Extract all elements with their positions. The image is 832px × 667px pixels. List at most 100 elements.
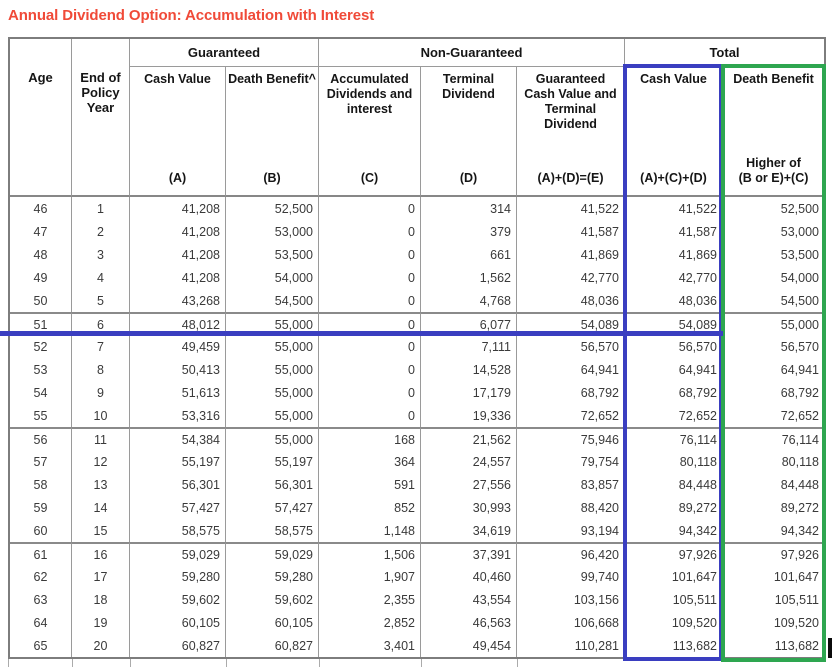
death-benefit-highlight-box — [721, 64, 826, 662]
cell: 55,000 — [226, 335, 319, 358]
cell: 103,156 — [517, 588, 625, 611]
cell: 75,946 — [517, 427, 625, 450]
cell: 89,272 — [780, 500, 819, 515]
cell: 53,500 — [780, 247, 819, 262]
cell: 63 — [10, 588, 72, 611]
cell: 1,562 — [421, 266, 517, 289]
cell: 55,000 — [226, 312, 319, 335]
cell: 99,740 — [517, 565, 625, 588]
col-header-formula: Higher of (B or E)+(C) — [738, 156, 809, 185]
cell: 20 — [72, 634, 130, 657]
group-header-total: Total — [625, 39, 824, 67]
cell: 109,520 — [773, 615, 819, 630]
cell: 56,570 — [517, 335, 625, 358]
cell: 48 — [10, 243, 72, 266]
cell: 4 — [72, 266, 130, 289]
cell: 55,197 — [130, 450, 226, 473]
cell: 2,852 — [319, 611, 421, 634]
cell: 54 — [10, 381, 72, 404]
cell: 3,401 — [319, 634, 421, 657]
cell: 80,118 — [781, 454, 819, 469]
cell: 6,077 — [421, 312, 517, 335]
row-highlight-line — [0, 331, 723, 336]
table-edge-stub — [421, 659, 422, 667]
cell: 52 — [10, 335, 72, 358]
cell: 59,029 — [130, 542, 226, 565]
cell: 49 — [10, 266, 72, 289]
table-edge-stub — [319, 659, 320, 667]
group-header-guaranteed: Guaranteed — [130, 39, 319, 67]
cell: 49,454 — [421, 634, 517, 657]
col-header-cash-value-a: Cash Value (A) — [130, 67, 226, 197]
col-header-label: Guaranteed Cash Value and Terminal Divid… — [524, 72, 617, 131]
cell: 48,036 — [517, 289, 625, 312]
cell: 55,000 — [226, 358, 319, 381]
cell: 64 — [10, 611, 72, 634]
col-header-terminal-dividend-d: Terminal Dividend (D) — [421, 67, 517, 197]
cell: 52,500 — [226, 197, 319, 220]
cursor-artifact — [828, 638, 832, 658]
cell: 65 — [10, 634, 72, 657]
cell: 41,208 — [130, 197, 226, 220]
cell: 55,000 — [226, 427, 319, 450]
cell: 17 — [72, 565, 130, 588]
cell: 51,613 — [130, 381, 226, 404]
cell: 58 — [10, 473, 72, 496]
cell: 0 — [319, 220, 421, 243]
cell: 0 — [319, 335, 421, 358]
cell: 50,413 — [130, 358, 226, 381]
col-header-formula: (A)+(D)=(E) — [537, 171, 604, 185]
cell: 48,012 — [130, 312, 226, 335]
cell: 88,420 — [517, 496, 625, 519]
cell: 54,384 — [130, 427, 226, 450]
cell: 7 — [72, 335, 130, 358]
cell: 0 — [319, 404, 421, 427]
table-edge-stub — [226, 659, 227, 667]
cell: 12 — [72, 450, 130, 473]
cell: 9 — [72, 381, 130, 404]
cell: 55,197 — [226, 450, 319, 473]
cell: 19,336 — [421, 404, 517, 427]
cell: 43,268 — [130, 289, 226, 312]
cell: 1,506 — [319, 542, 421, 565]
cell: 55,000 — [226, 381, 319, 404]
cell: 41,587 — [517, 220, 625, 243]
cell: 60,105 — [226, 611, 319, 634]
cell: 76,114 — [723, 427, 824, 450]
cell: 57,427 — [226, 496, 319, 519]
cell: 53 — [10, 358, 72, 381]
cell: 96,420 — [517, 542, 625, 565]
cell: 68,792 — [517, 381, 625, 404]
cell: 72,652 — [780, 408, 819, 423]
col-header-policy-year: End of Policy Year — [72, 39, 130, 197]
col-header-label: Cash Value — [144, 72, 211, 86]
cell: 51 — [10, 312, 72, 335]
group-header-non-guaranteed: Non-Guaranteed — [319, 39, 625, 67]
cell: 60,827 — [226, 634, 319, 657]
cell: 168 — [319, 427, 421, 450]
cell: 54,000 — [226, 266, 319, 289]
cell: 43,554 — [421, 588, 517, 611]
cell: 41,869 — [517, 243, 625, 266]
cell: 27,556 — [421, 473, 517, 496]
cell: 13 — [72, 473, 130, 496]
cell: 8 — [72, 358, 130, 381]
cell: 55 — [10, 404, 72, 427]
cell: 24,557 — [421, 450, 517, 473]
cell: 58,575 — [130, 519, 226, 542]
cell: 72,652 — [517, 404, 625, 427]
cell: 97,926 — [723, 542, 824, 565]
col-header-death-benefit-b: Death Benefit^ (B) — [226, 67, 319, 197]
cell: 14,528 — [421, 358, 517, 381]
cell: 60,827 — [130, 634, 226, 657]
table-edge-stub — [72, 659, 73, 667]
cell: 5 — [72, 289, 130, 312]
cell: 101,647 — [773, 569, 819, 584]
cell: 30,993 — [421, 496, 517, 519]
cell: 16 — [72, 542, 130, 565]
cell: 0 — [319, 266, 421, 289]
cell: 41,208 — [130, 220, 226, 243]
cell: 59,280 — [130, 565, 226, 588]
cell: 2 — [72, 220, 130, 243]
